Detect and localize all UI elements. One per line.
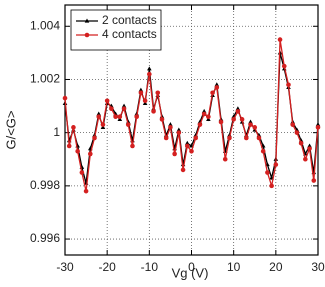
marker — [92, 135, 97, 141]
marker — [298, 140, 304, 146]
marker — [62, 95, 68, 101]
marker — [100, 122, 106, 127]
marker — [130, 143, 135, 149]
marker — [269, 183, 274, 189]
y-axis-label: G/<G> — [3, 110, 18, 149]
x-tick-label: 30 — [311, 260, 325, 274]
marker — [151, 109, 156, 114]
marker — [193, 135, 199, 141]
marker — [214, 85, 220, 90]
marker — [265, 170, 270, 175]
marker — [260, 148, 266, 154]
marker — [218, 119, 224, 125]
marker — [176, 127, 182, 132]
marker — [286, 82, 291, 88]
marker — [184, 140, 190, 145]
marker — [142, 98, 148, 104]
x-axis-label: Vg (V) — [172, 265, 209, 280]
marker — [138, 87, 144, 92]
marker — [201, 108, 207, 113]
marker — [235, 109, 241, 114]
marker — [315, 125, 321, 130]
y-tick-label: 1 — [53, 125, 60, 139]
marker — [248, 119, 253, 124]
marker — [172, 151, 177, 157]
marker — [159, 117, 165, 122]
marker — [273, 162, 279, 167]
marker — [180, 167, 186, 173]
marker — [315, 122, 321, 127]
marker — [231, 117, 236, 122]
marker — [113, 114, 118, 120]
marker — [307, 143, 312, 148]
marker — [79, 170, 85, 175]
marker — [256, 135, 262, 141]
marker — [147, 71, 152, 77]
marker — [311, 178, 317, 183]
marker — [104, 98, 110, 104]
legend-box — [70, 9, 162, 51]
marker — [239, 117, 245, 122]
marker — [197, 122, 203, 127]
marker — [184, 143, 190, 149]
y-tick-label: 1.002 — [30, 72, 60, 86]
marker — [134, 114, 139, 120]
marker — [307, 146, 312, 151]
marker — [121, 106, 127, 112]
marker — [222, 156, 228, 162]
y-tick-label: 0.996 — [30, 231, 60, 245]
marker — [84, 18, 90, 23]
marker — [88, 151, 93, 157]
marker — [168, 125, 173, 130]
legend-label: 4 contacts — [102, 27, 157, 41]
x-tick-label: -10 — [141, 260, 159, 274]
marker — [138, 90, 144, 96]
marker — [168, 122, 173, 127]
marker — [294, 130, 300, 135]
marker — [66, 143, 72, 149]
marker — [121, 103, 127, 108]
marker — [71, 125, 76, 130]
marker — [252, 125, 258, 130]
marker — [281, 63, 287, 69]
marker — [75, 148, 80, 154]
marker — [147, 66, 152, 71]
marker — [235, 106, 241, 111]
marker — [189, 148, 194, 154]
marker — [176, 130, 182, 135]
marker — [248, 122, 253, 127]
marker — [290, 122, 296, 127]
y-tick-label: 0.998 — [30, 178, 60, 192]
x-tick-label: 20 — [269, 260, 283, 274]
marker — [83, 188, 89, 194]
marker — [125, 122, 131, 127]
marker — [96, 111, 102, 116]
y-tick-label: 1.004 — [30, 18, 60, 32]
marker — [206, 114, 211, 120]
marker — [84, 32, 90, 38]
series-line — [64, 52, 319, 184]
marker — [244, 135, 249, 141]
x-tick-label: 0 — [188, 260, 195, 274]
marker — [303, 156, 308, 162]
x-tick-label: -20 — [98, 260, 116, 274]
marker — [214, 82, 220, 87]
x-tick-label: -30 — [56, 260, 74, 274]
marker — [201, 111, 207, 117]
marker — [277, 37, 283, 42]
legend-label: 2 contacts — [102, 13, 157, 27]
marker — [227, 135, 232, 141]
marker — [96, 114, 102, 120]
marker — [109, 106, 114, 112]
marker — [227, 132, 232, 137]
marker — [117, 114, 123, 120]
marker — [155, 90, 161, 96]
x-tick-label: 10 — [227, 260, 241, 274]
marker — [163, 135, 169, 141]
marker — [210, 90, 215, 96]
